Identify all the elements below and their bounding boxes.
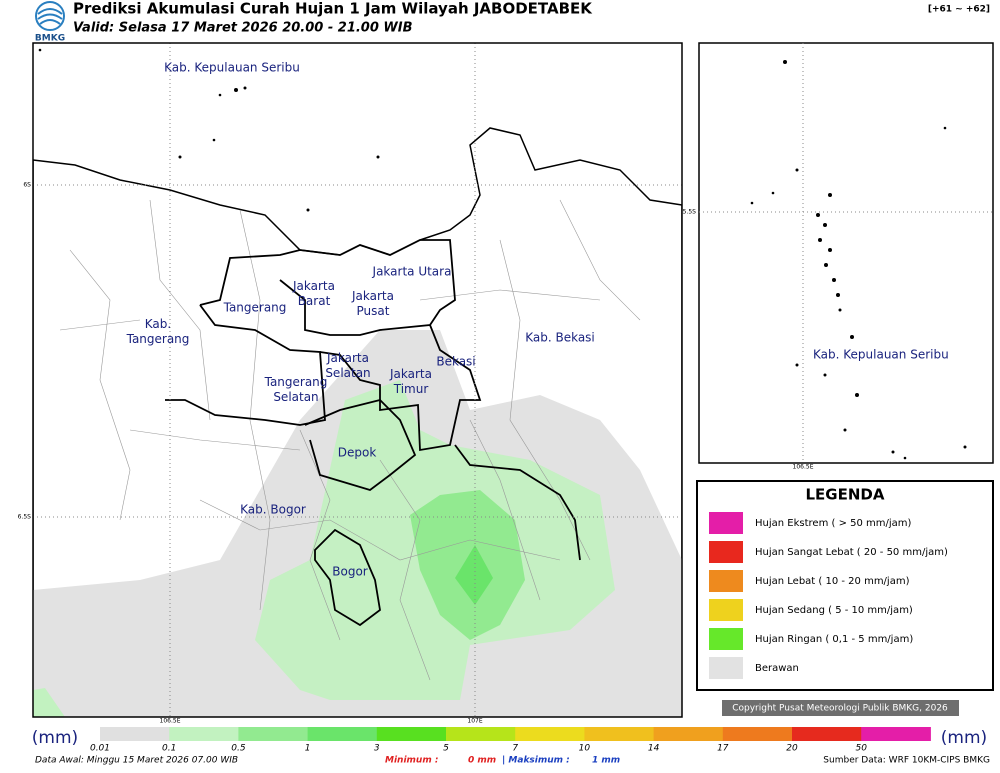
legend: LEGENDA [696, 480, 994, 691]
source: Sumber Data: WRF 10KM-CIPS BMKG [823, 756, 990, 766]
colorbar-tick: 10 [579, 744, 591, 754]
region-label: Jakarta [292, 279, 335, 293]
copyright-box [722, 700, 959, 716]
city-borders [165, 239, 581, 627]
copyright: Copyright Pusat Meteorologi Publik BMKG,… [732, 704, 948, 714]
colorbar-tick: 0.1 [162, 744, 176, 754]
inset-map: 5.5S 106.5E Kab. Kepulauan Seribu [683, 42, 994, 471]
region-label: Timur [393, 382, 429, 396]
colorbar-segment [584, 727, 655, 741]
colorbar-tick: 0.01 [90, 744, 110, 754]
region-label: Depok [338, 446, 377, 460]
colorbar-segment [169, 727, 239, 741]
region-label: Jakarta [389, 367, 432, 381]
region-label: Kab. [145, 317, 171, 331]
region-label: Bekasi [436, 355, 475, 369]
region-label: Bogor [332, 565, 368, 579]
legend-label: Hujan Sangat Lebat ( 20 - 50 mm/jam) [755, 547, 948, 558]
colorbar-segment [515, 727, 585, 741]
legend-label: Hujan Ringan ( 0,1 - 5 mm/jam) [755, 634, 913, 645]
region-label: Kab. Kepulauan Seribu [164, 61, 300, 75]
range: [+61 ~ +62] [928, 5, 990, 15]
colorbar-segment [376, 727, 447, 741]
region-label: Barat [298, 294, 331, 308]
colorbar-segment [100, 727, 170, 741]
colorbar-tick: 14 [648, 744, 660, 754]
colorbar-segment [653, 727, 724, 741]
rain-peak [455, 545, 493, 605]
colorbar-segment [792, 727, 862, 741]
inset-lat: 5.5S [683, 209, 697, 216]
colorbar-tick: 0.5 [231, 744, 246, 754]
legend-swatch [709, 541, 743, 563]
lat-label: 6S [23, 182, 31, 189]
colorbar-tick: 50 [855, 744, 867, 754]
colorbar-tick: 17 [717, 744, 729, 754]
region-label: Jakarta Utara [372, 265, 452, 279]
min-label: Minimum : [385, 756, 438, 766]
region-label: Jakarta [326, 351, 369, 365]
region-label: Kab. Bekasi [525, 331, 595, 345]
logo: BMKG [35, 1, 65, 44]
region-label: Selatan [273, 390, 318, 404]
min-value: 0 mm [468, 756, 496, 766]
colorbar-segment [307, 727, 378, 741]
colorbar-segment [238, 727, 309, 741]
inset-label: Kab. Kepulauan Seribu [813, 348, 949, 362]
inset-lon: 106.5E [793, 464, 814, 471]
unit-right: (mm) [941, 728, 987, 748]
region-label: Jakarta [351, 289, 394, 303]
lat-label: 6.5S [18, 514, 32, 521]
logo-text: BMKG [35, 34, 65, 44]
data-awal: Data Awal: Minggu 15 Maret 2026 07.00 WI… [35, 756, 238, 766]
grid-lines [33, 43, 682, 717]
title: Prediksi Akumulasi Curah Hujan 1 Jam Wil… [73, 0, 593, 18]
corner-rain [33, 688, 65, 717]
colorbar-tick: 5 [443, 744, 449, 754]
lon-label: 106.5E [160, 718, 181, 725]
region-label: Selatan [325, 366, 370, 380]
lon-label: 107E [467, 718, 482, 725]
region-label: Tangerang [126, 332, 190, 346]
colorbar-tick: 1 [305, 744, 311, 754]
legend-label: Hujan Ekstrem ( > 50 mm/jam) [755, 518, 912, 529]
legend-title: LEGENDA [806, 486, 885, 504]
legend-label: Hujan Sedang ( 5 - 10 mm/jam) [755, 605, 913, 616]
unit-left: (mm) [32, 728, 78, 748]
legend-swatch [709, 512, 743, 534]
colorbar-segment [861, 727, 931, 741]
legend-label: Berawan [755, 663, 799, 674]
colorbar-tick: 3 [374, 744, 380, 754]
region-label: Kab. Bogor [240, 503, 306, 517]
colorbar-segment [722, 727, 793, 741]
max-value: 1 mm [592, 756, 620, 766]
region-label: Tangerang [264, 375, 328, 389]
islands [38, 48, 380, 212]
district-lines [59, 199, 641, 681]
colorbar-segment [446, 727, 516, 741]
legend-label: Hujan Lebat ( 10 - 20 mm/jam) [755, 576, 910, 587]
colorbar-tick: 7 [512, 744, 518, 754]
legend-swatch [709, 628, 743, 650]
valid-time: Valid: Selasa 17 Maret 2026 20.00 - 21.0… [73, 21, 413, 36]
legend-swatch [709, 599, 743, 621]
legend-swatch [709, 657, 743, 679]
region-label: Pusat [357, 304, 390, 318]
colorbar-tick: 20 [786, 744, 798, 754]
region-label: Tangerang [223, 301, 287, 315]
legend-swatch [709, 570, 743, 592]
main-map [32, 42, 683, 718]
max-label: | Maksimum : [502, 756, 570, 766]
